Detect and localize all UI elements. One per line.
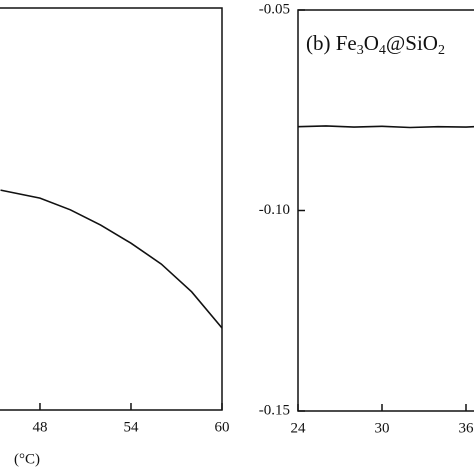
data-line: [297, 125, 474, 129]
annotation-part: O: [364, 31, 379, 55]
annotation-part: @SiO: [386, 31, 438, 55]
x-tick-label: 24: [291, 420, 307, 436]
annotation: (b) Fe3O4@SiO2: [306, 31, 445, 58]
x-tick-label: 48: [32, 419, 47, 435]
x-tick-label: 30: [375, 420, 390, 436]
data-line: [0, 189, 223, 329]
x-tick-label: 54: [123, 419, 139, 435]
x-axis-label: (°C): [14, 451, 40, 467]
x-tick-label: 36: [459, 420, 474, 436]
annotation-part: (b) Fe: [306, 31, 357, 55]
y-tick-label: -0.10: [259, 202, 290, 218]
annotation-part: 3: [357, 43, 364, 58]
y-tick-label: -0.15: [259, 402, 290, 418]
axes-box: [0, 7, 223, 411]
x-tick-label: 60: [215, 419, 230, 435]
annotation-part: 4: [379, 43, 386, 58]
annotation-part: 2: [438, 43, 445, 58]
axes-box: [297, 9, 474, 412]
y-tick-label: -0.05: [259, 1, 290, 17]
